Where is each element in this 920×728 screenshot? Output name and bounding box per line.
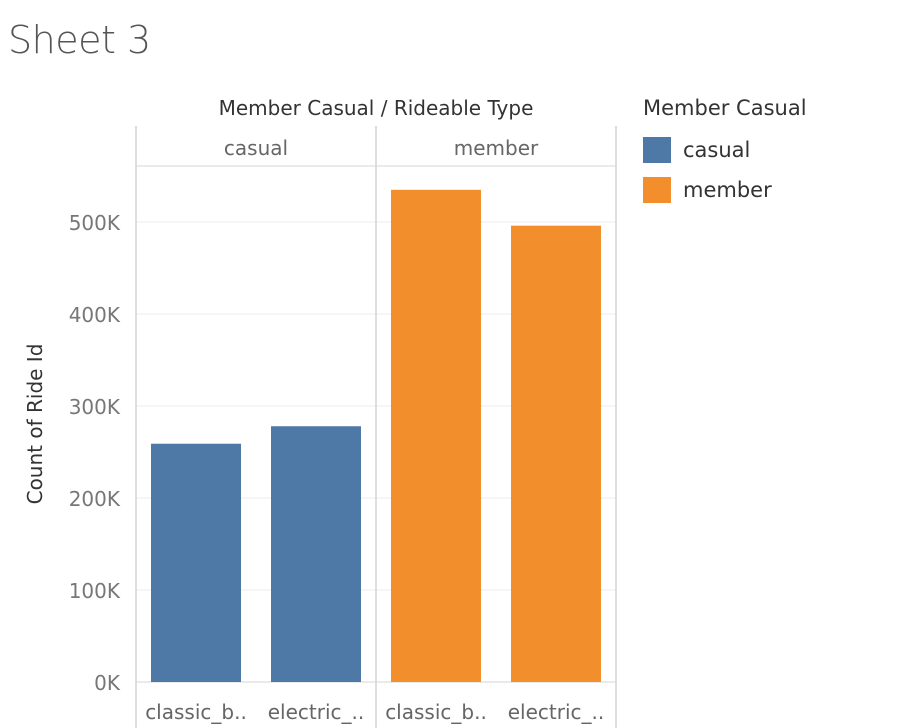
legend-swatch-casual <box>643 137 671 163</box>
x-tick-label: electric_.. <box>268 700 365 724</box>
y-tick-label: 300K <box>69 395 121 419</box>
y-tick-label: 100K <box>69 579 121 603</box>
legend-swatch-member <box>643 177 671 203</box>
pane-label-member: member <box>454 136 539 160</box>
legend-item-casual[interactable]: casual <box>643 130 807 170</box>
y-tick-label: 0K <box>94 671 121 695</box>
y-tick-label: 500K <box>69 211 121 235</box>
bar-chart: Member Casual / Rideable Type casual membe… <box>23 96 617 728</box>
y-axis-title: Count of Ride Id <box>23 344 47 505</box>
legend-title: Member Casual <box>643 96 807 120</box>
legend-label-member: member <box>683 178 772 202</box>
bar-casual-classic <box>151 443 241 682</box>
legend-item-member[interactable]: member <box>643 170 807 210</box>
bar-member-electric <box>511 225 601 682</box>
column-header: Member Casual / Rideable Type <box>219 96 534 120</box>
legend-label-casual: casual <box>683 138 751 162</box>
bar-member-classic <box>391 189 481 683</box>
x-tick-label: classic_b.. <box>145 700 247 724</box>
bar-casual-electric <box>271 426 361 682</box>
pane-label-casual: casual <box>224 136 288 160</box>
y-tick-label: 400K <box>69 303 121 327</box>
x-tick-label: classic_b.. <box>385 700 487 724</box>
sheet-title: Sheet 3 <box>8 18 151 62</box>
y-tick-label: 200K <box>69 487 121 511</box>
legend[interactable]: Member Casual casual member <box>643 96 807 210</box>
x-tick-label: electric_.. <box>508 700 605 724</box>
